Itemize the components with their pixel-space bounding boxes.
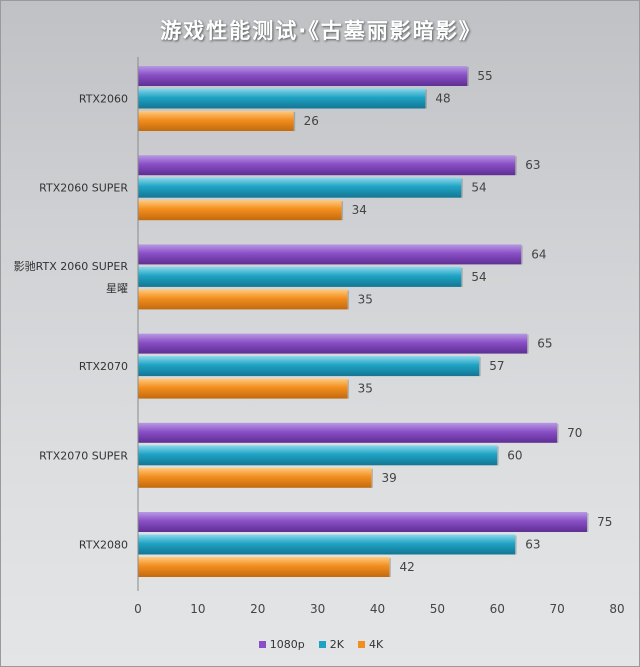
bar-shadow [467, 67, 469, 86]
labels-layer: 55 48 26 RTX2060 63 54 34 RTX2060 SUPER 64 54 35 影驰… [14, 69, 625, 616]
x-tick-label: 60 [490, 602, 505, 616]
bar-shadow [293, 112, 296, 131]
x-tick-label: 40 [370, 602, 385, 616]
category-label: 影驰RTX 2060 SUPER [14, 259, 129, 273]
bar-shadow [461, 178, 463, 198]
legend-swatch [258, 641, 266, 648]
legend-label: 2K [329, 638, 344, 651]
data-label: 63 [525, 158, 540, 172]
x-tick-label: 80 [609, 602, 624, 616]
bar-2k-5 [138, 534, 516, 555]
bar-4k-1 [138, 200, 342, 221]
category-label: RTX2070 SUPER [39, 449, 128, 462]
bar-shadow [587, 513, 589, 532]
data-label: 65 [537, 337, 552, 351]
legend: 1080p 2K 4K [1, 638, 640, 651]
category-label: RTX2070 [79, 360, 128, 373]
bar-1080p-2 [138, 244, 522, 265]
bar-2k-3 [138, 356, 480, 377]
legend-item-1080p: 1080p [258, 638, 305, 651]
plot-area: 55 48 26 RTX2060 63 54 34 RTX2060 SUPER 64 54 35 影驰… [14, 57, 625, 616]
x-tick-label: 50 [430, 602, 445, 616]
legend-swatch [318, 641, 326, 648]
data-label: 34 [352, 203, 367, 217]
category-label: RTX2060 SUPER [39, 182, 128, 195]
bar-shadow [497, 446, 499, 466]
bar-1080p-1 [138, 155, 516, 176]
data-label: 75 [597, 515, 612, 529]
legend-item-2k: 2K [318, 638, 344, 651]
category-label: 星曜 [106, 282, 128, 295]
bar-shadow [389, 558, 391, 577]
bar-2k-2 [138, 266, 462, 287]
data-label: 48 [435, 92, 450, 106]
category-label: RTX2080 [79, 539, 128, 552]
data-label: 35 [358, 382, 373, 396]
bar-4k-3 [138, 378, 348, 399]
legend-item-4k: 4K [357, 638, 384, 651]
x-tick-label: 10 [190, 602, 205, 616]
legend-label: 1080p [269, 638, 305, 651]
x-tick-label: 0 [134, 602, 142, 616]
chart-title: 游戏性能测试·《古墓丽影暗影》 [160, 19, 482, 43]
bar-2k-4 [138, 445, 498, 466]
data-label: 26 [304, 114, 319, 128]
data-label: 63 [525, 538, 540, 552]
bar-shadow [461, 267, 463, 287]
bar-shadow [347, 379, 350, 399]
bar-1080p-4 [138, 422, 558, 443]
data-label: 60 [507, 448, 522, 462]
bar-4k-0 [138, 111, 294, 131]
bar-1080p-5 [138, 512, 588, 532]
data-label: 64 [531, 247, 546, 261]
bar-shadow [371, 468, 374, 488]
x-tick-label: 70 [549, 602, 564, 616]
data-label: 42 [399, 560, 414, 574]
data-label: 54 [471, 181, 486, 195]
data-label: 35 [358, 292, 373, 306]
bar-shadow [347, 290, 350, 310]
data-label: 70 [567, 426, 582, 440]
data-label: 54 [471, 270, 486, 284]
bar-shadow [479, 357, 481, 377]
x-tick-label: 20 [250, 602, 265, 616]
x-tick-label: 30 [310, 602, 325, 616]
bar-4k-4 [138, 467, 372, 488]
category-label: RTX2060 [79, 93, 128, 106]
bar-4k-2 [138, 289, 348, 310]
bar-2k-1 [138, 177, 462, 198]
bars-layer [138, 66, 589, 577]
bar-shadow [515, 535, 517, 555]
bar-shadow [527, 334, 529, 354]
bar-2k-0 [138, 88, 426, 109]
data-label: 57 [489, 359, 504, 373]
bar-shadow [425, 89, 427, 109]
bar-1080p-0 [138, 66, 468, 86]
bar-shadow [557, 423, 559, 443]
bar-1080p-3 [138, 333, 528, 354]
data-label: 39 [382, 471, 397, 485]
bar-shadow [341, 201, 344, 221]
legend-swatch [357, 641, 365, 648]
bar-4k-5 [138, 557, 390, 577]
bar-shadow [521, 245, 523, 265]
bar-shadow [515, 156, 517, 176]
data-label: 55 [477, 69, 492, 83]
legend-label: 4K [368, 638, 384, 651]
